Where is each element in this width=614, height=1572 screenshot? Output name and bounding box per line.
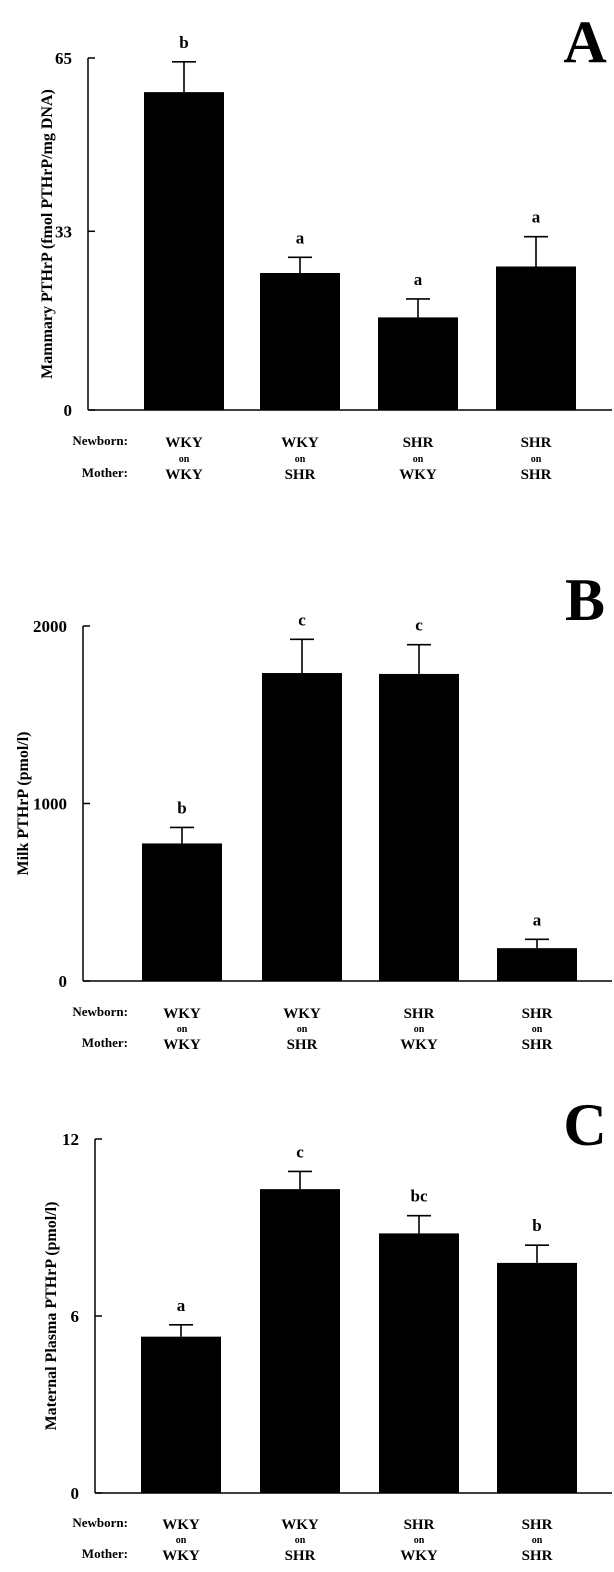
y-axis-label: Maternal Plasma PTHrP (pmol/l) (43, 1202, 60, 1431)
significance-label-2: c (296, 1142, 304, 1161)
newborn-label-3: SHR (403, 435, 434, 451)
bar-4 (497, 1262, 577, 1493)
on-label-1: on (177, 1024, 188, 1035)
on-label-2: on (295, 454, 306, 465)
significance-label-4: b (532, 1216, 541, 1235)
y-tick-label: 0 (71, 1484, 80, 1503)
chart-a-svg: 0 33 65 Mammary PTHrP (fmol PTHrP/mg DNA) Ab… (39, 9, 612, 483)
on-label-3: on (414, 1024, 425, 1035)
bar-4 (496, 266, 576, 410)
mother-label-1: WKY (165, 467, 203, 483)
chart-c-svg: 0 6 12 Maternal Plasma PTHrP (pmol/l) Ca WKY o… (43, 1092, 612, 1564)
newborn-row-label: Newborn: (72, 1515, 128, 1530)
significance-label-3: a (414, 270, 423, 289)
panel-letter-a: A (563, 9, 606, 75)
newborn-row-label: Newborn: (72, 433, 128, 448)
bar-2 (262, 673, 342, 981)
newborn-label-1: WKY (165, 435, 203, 451)
mother-row-label: Mother: (82, 465, 128, 480)
bar-2 (260, 1189, 340, 1493)
bar-3 (379, 1233, 459, 1493)
significance-label-4: a (533, 910, 542, 929)
bar-3 (378, 317, 458, 410)
newborn-label-2: WKY (283, 1006, 321, 1022)
y-axis-label: Mammary PTHrP (fmol PTHrP/mg DNA) (39, 89, 56, 379)
significance-label-1: b (177, 798, 186, 817)
newborn-label-1: WKY (163, 1006, 201, 1022)
newborn-label-2: WKY (281, 435, 319, 451)
y-axis-label: Milk PTHrP (pmol/l) (15, 732, 32, 876)
bar-1 (142, 843, 222, 981)
on-label-1: on (176, 1535, 187, 1546)
on-label-4: on (532, 1535, 543, 1546)
mother-label-4: SHR (522, 1548, 553, 1564)
y-tick-label: 6 (71, 1307, 80, 1326)
y-tick-label: 12 (62, 1130, 79, 1149)
newborn-label-2: WKY (281, 1517, 319, 1533)
y-tick-label: 0 (59, 972, 68, 991)
mother-label-4: SHR (522, 1037, 553, 1053)
panel-letter-c: C (563, 1092, 606, 1158)
on-label-3: on (413, 454, 424, 465)
mother-label-1: WKY (162, 1548, 200, 1564)
on-label-4: on (532, 1024, 543, 1035)
mother-row-label: Mother: (82, 1546, 128, 1561)
mother-label-3: WKY (399, 467, 437, 483)
y-tick-label: 2000 (33, 617, 67, 636)
newborn-label-3: SHR (404, 1006, 435, 1022)
mother-label-3: WKY (400, 1548, 438, 1564)
on-label-2: on (295, 1535, 306, 1546)
on-label-4: on (531, 454, 542, 465)
mother-label-2: SHR (287, 1037, 318, 1053)
mother-label-1: WKY (163, 1037, 201, 1053)
significance-label-1: b (179, 33, 188, 52)
mother-row-label: Mother: (82, 1035, 128, 1050)
y-tick-label: 0 (64, 401, 73, 420)
mother-label-2: SHR (285, 1548, 316, 1564)
on-label-2: on (297, 1024, 308, 1035)
newborn-label-4: SHR (521, 435, 552, 451)
bar-1 (141, 1336, 221, 1493)
bar-3 (379, 673, 459, 981)
y-tick-label: 1000 (33, 795, 67, 814)
y-tick-label: 65 (55, 49, 72, 68)
on-label-1: on (179, 454, 190, 465)
significance-label-2: a (296, 228, 305, 247)
mother-label-3: WKY (400, 1037, 438, 1053)
bar-2 (260, 272, 340, 410)
panel-letter-b: B (565, 567, 605, 633)
on-label-3: on (414, 1535, 425, 1546)
newborn-row-label: Newborn: (72, 1004, 128, 1019)
significance-label-3: bc (411, 1187, 428, 1206)
y-tick-label: 33 (55, 222, 72, 241)
significance-label-1: a (177, 1296, 186, 1315)
significance-label-3: c (415, 616, 423, 635)
newborn-label-4: SHR (522, 1517, 553, 1533)
chart-b-svg: 0 1000 2000 Milk PTHrP (pmol/l) Bb WKY on WKY c W… (15, 567, 612, 1053)
newborn-label-4: SHR (522, 1006, 553, 1022)
mother-label-4: SHR (521, 467, 552, 483)
newborn-label-3: SHR (404, 1517, 435, 1533)
significance-label-2: c (298, 610, 306, 629)
mother-label-2: SHR (285, 467, 316, 483)
bar-1 (144, 92, 224, 411)
bar-4 (497, 948, 577, 981)
significance-label-4: a (532, 208, 541, 227)
newborn-label-1: WKY (162, 1517, 200, 1533)
